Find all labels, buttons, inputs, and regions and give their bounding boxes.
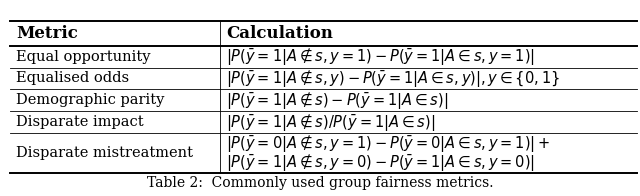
Text: Disparate impact: Disparate impact	[16, 115, 143, 129]
Text: Calculation: Calculation	[226, 25, 333, 42]
Text: Equal opportunity: Equal opportunity	[16, 50, 150, 64]
Text: Table 2:  Commonly used group fairness metrics.: Table 2: Commonly used group fairness me…	[147, 176, 493, 190]
Text: $|P(\bar{y}=1|A\notin s,y=1)-P(\bar{y}=1|A\in s,y=1)|$: $|P(\bar{y}=1|A\notin s,y=1)-P(\bar{y}=1…	[226, 46, 535, 67]
Text: $|P(\bar{y}=1|A\notin s)/P(\bar{y}=1|A\in s)|$: $|P(\bar{y}=1|A\notin s)/P(\bar{y}=1|A\i…	[226, 112, 435, 133]
Text: $|P(\bar{y}=1|A\notin s,y=0)-P(\bar{y}=1|A\in s,y=0)|$: $|P(\bar{y}=1|A\notin s,y=0)-P(\bar{y}=1…	[226, 152, 535, 173]
Text: $|P(\bar{y}=1|A\notin s,y)-P(\bar{y}=1|A\in s,y)|, y\in\{0,1\}$: $|P(\bar{y}=1|A\notin s,y)-P(\bar{y}=1|A…	[226, 68, 560, 89]
Text: $|P(\bar{y}=0|A\notin s,y=1)-P(\bar{y}=0|A\in s,y=1)|+$: $|P(\bar{y}=0|A\notin s,y=1)-P(\bar{y}=0…	[226, 133, 550, 154]
Text: Demographic parity: Demographic parity	[16, 93, 164, 107]
Text: Disparate mistreatment: Disparate mistreatment	[16, 146, 193, 160]
Text: Metric: Metric	[16, 25, 78, 42]
Text: $|P(\bar{y}=1|A\notin s)-P(\bar{y}=1|A\in s)|$: $|P(\bar{y}=1|A\notin s)-P(\bar{y}=1|A\i…	[226, 90, 449, 111]
Text: Equalised odds: Equalised odds	[16, 72, 129, 85]
